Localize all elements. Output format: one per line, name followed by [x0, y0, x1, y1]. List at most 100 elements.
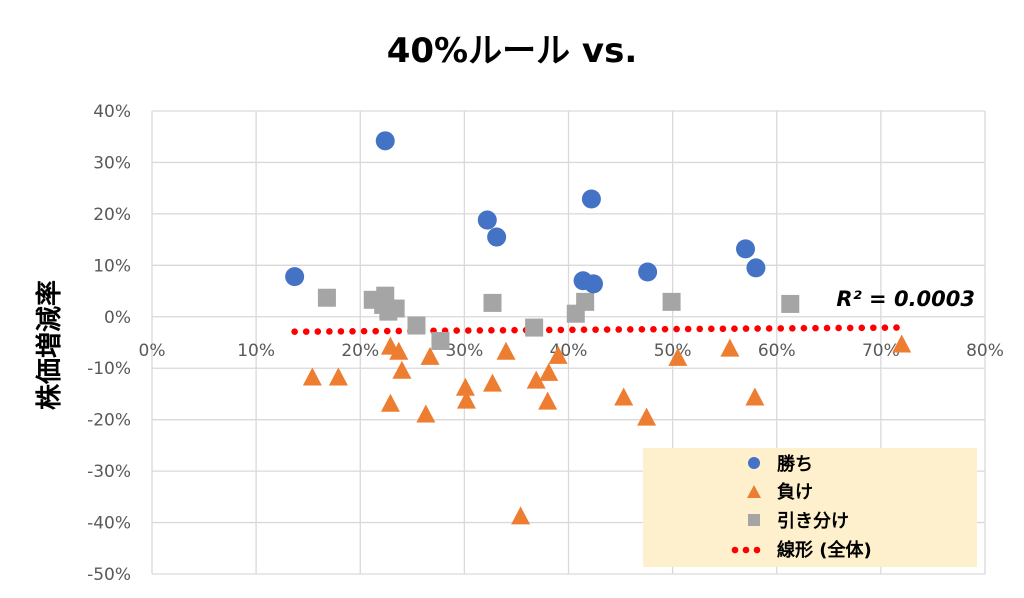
draw-point	[576, 292, 595, 311]
legend-circle-icon	[748, 457, 760, 469]
trendline-dot	[383, 327, 391, 335]
trendline-dot	[302, 328, 310, 335]
draw-point	[781, 294, 800, 313]
trendline-dot	[731, 325, 738, 332]
x-tick-label: 70%	[862, 341, 900, 361]
trendline-dot	[337, 328, 345, 335]
trendline-dot	[742, 325, 750, 332]
draw-point	[662, 292, 681, 311]
trendline-dot	[846, 324, 854, 332]
loss-point	[389, 341, 409, 360]
draw-point	[525, 318, 544, 337]
trendline-dot	[291, 328, 298, 335]
loss-point	[482, 373, 502, 392]
y-tick-label: 30%	[93, 153, 131, 173]
trendline-dot	[812, 324, 819, 332]
trendline-dot	[754, 325, 761, 332]
x-tick-label: 30%	[445, 341, 483, 361]
trendline-dot	[314, 328, 322, 335]
trendline-dot	[881, 324, 889, 331]
y-tick-label: -10%	[87, 359, 131, 379]
legend-item-loss: 負け	[777, 481, 813, 503]
win-point	[736, 239, 756, 259]
trendline-dot	[360, 327, 368, 335]
win-point	[638, 262, 658, 282]
trendline-dot	[870, 324, 877, 332]
x-tick-label: 60%	[758, 341, 796, 361]
loss-point	[892, 334, 912, 353]
trendline-dot	[476, 327, 484, 334]
trendline-dot	[823, 324, 831, 332]
win-point	[375, 131, 395, 151]
trendline-dot	[488, 327, 495, 334]
trendline-dot	[349, 328, 356, 335]
y-tick-label: 20%	[93, 205, 131, 225]
trendline-dot	[800, 324, 808, 332]
x-tick-label: 10%	[237, 341, 275, 361]
legend: 勝ち 負け 引き分け 線形 (全体)	[643, 448, 977, 567]
y-tick-label: 0%	[104, 308, 131, 328]
trendline-dot	[545, 326, 553, 334]
y-tick-label: 10%	[93, 256, 131, 276]
draw-point	[431, 331, 450, 350]
loss-point	[328, 367, 348, 386]
loss-point	[455, 377, 475, 396]
y-tick-labels: 40% 30% 20% 10% 0% -10% -20% -30% -40% -50%	[87, 102, 131, 585]
y-axis-label: 株価増減率	[34, 280, 65, 410]
trendline-dot	[777, 325, 785, 332]
win-point	[285, 267, 305, 287]
gridlines	[151, 110, 986, 575]
r-squared-label: R² = 0.0003	[836, 287, 975, 311]
legend-item-trendline: 線形 (全体)	[777, 539, 872, 561]
y-tick-label: -40%	[87, 514, 131, 534]
x-tick-label: 0%	[139, 341, 166, 361]
trendline-dot	[557, 326, 565, 334]
trendline-dot	[638, 326, 646, 333]
trendline-dot	[453, 327, 460, 334]
loss-point	[392, 360, 412, 379]
trendline-dot	[464, 327, 472, 334]
win-point	[583, 274, 603, 294]
draw-point	[407, 316, 426, 335]
loss-point	[420, 346, 440, 365]
legend-background	[643, 448, 977, 567]
trendline-dot	[661, 325, 669, 333]
x-tick-label: 50%	[654, 341, 692, 361]
loss-point	[416, 404, 436, 423]
legend-item-draw: 引き分け	[777, 511, 849, 532]
loss-point	[539, 362, 559, 381]
y-tick-label: -30%	[87, 462, 131, 482]
trendline-dot	[835, 324, 842, 332]
trendline-dot	[626, 326, 634, 333]
trendline-dot	[684, 325, 692, 333]
win-point	[746, 258, 766, 278]
legend-dot-icon	[753, 546, 761, 554]
trendline-dot	[603, 326, 611, 333]
win-point	[477, 210, 497, 230]
loss-point	[538, 391, 558, 410]
y-tick-label: -50%	[87, 565, 131, 585]
trendline	[291, 324, 900, 335]
draw-point	[483, 293, 502, 312]
legend-item-win: 勝ち	[777, 453, 813, 475]
win-point	[581, 189, 601, 209]
loss-point	[380, 393, 400, 412]
loss-point	[302, 367, 322, 386]
loss-point	[745, 387, 765, 406]
trendline-dot	[511, 326, 518, 334]
legend-triangle-icon	[747, 485, 761, 498]
trendline-dot	[326, 328, 333, 335]
trendline-dot	[858, 324, 866, 332]
loss-point	[456, 390, 476, 409]
x-tick-label: 80%	[966, 341, 1004, 361]
trendline-dot	[673, 325, 680, 333]
trendline-dot	[789, 324, 796, 332]
legend-dot-icon	[742, 546, 750, 554]
trendline-dot	[372, 327, 379, 335]
x-tick-labels: 0% 10% 20% 30% 40% 50% 60% 70% 80%	[139, 341, 1004, 361]
loss-point	[496, 341, 516, 360]
trendline-dot	[719, 325, 727, 333]
trendline-dot	[592, 326, 599, 333]
loss-point	[548, 345, 568, 364]
